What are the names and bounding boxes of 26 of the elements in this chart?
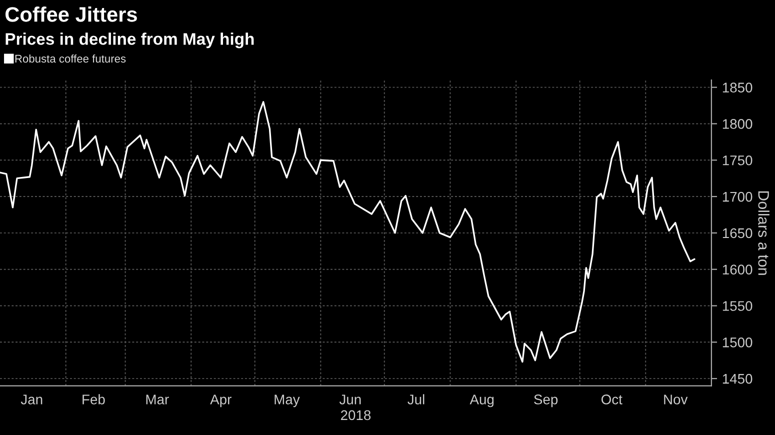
chart-subtitle: Prices in decline from May high [6, 32, 254, 48]
line-series [0, 101, 696, 363]
y-axis-title: Dollars a ton [758, 191, 770, 275]
x-tick-label: Jan [20, 394, 42, 404]
y-tick-label: 1600 [722, 264, 752, 275]
x-tick-label: Aug [470, 394, 494, 408]
y-tick-label: 1800 [722, 119, 752, 129]
x-tick-label: Oct [601, 394, 622, 404]
y-tick-label: 1650 [722, 228, 752, 238]
x-tick-label: Apr [210, 394, 232, 408]
x-tick-label: Feb [82, 394, 105, 404]
y-tick-label: 1550 [722, 301, 752, 311]
y-tick-label: 1850 [722, 82, 752, 92]
x-axis-title: 2018 [340, 410, 371, 420]
x-tick-label: Sep [534, 394, 558, 408]
x-tick-label: Nov [664, 394, 688, 404]
x-tick-label: Jul [408, 394, 424, 404]
y-tick-label: 1750 [722, 155, 752, 166]
y-tick-label: 1700 [722, 192, 752, 202]
y-tick-label: 1450 [722, 374, 752, 384]
y-tick-label: 1500 [722, 337, 752, 348]
x-tick-label: Mar [146, 394, 169, 404]
chart-title: Coffee Jitters [6, 6, 137, 22]
x-tick-label: Jun [339, 394, 361, 404]
x-tick-label: May [274, 394, 300, 408]
legend-label: Robusta coffee futures [15, 54, 126, 63]
